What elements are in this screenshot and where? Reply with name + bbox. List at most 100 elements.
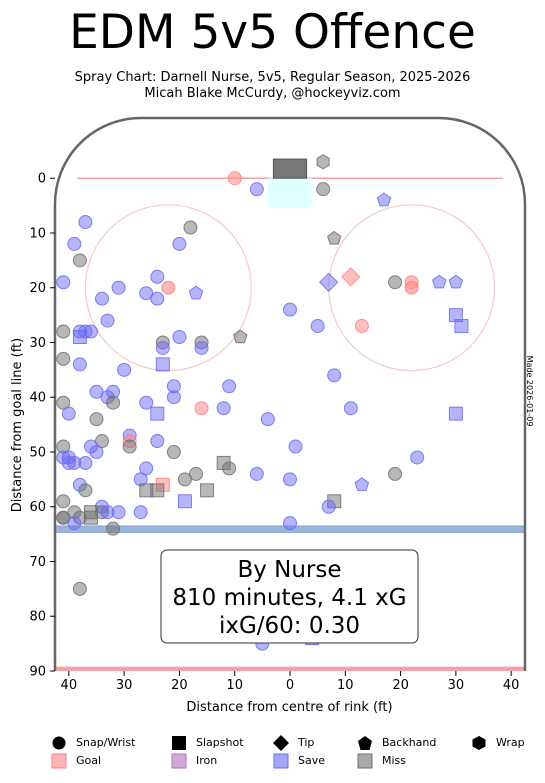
shot-marker: [177, 494, 192, 509]
legend-iron-swatch: [171, 753, 187, 769]
shot-marker: [341, 267, 361, 287]
shot-marker: [139, 286, 154, 301]
x-tick-label: 30: [116, 678, 133, 693]
y-tick-label: 60: [29, 500, 46, 515]
shot-marker: [233, 329, 248, 344]
y-tick-label: 80: [29, 610, 46, 625]
summary-line-3: ixG/60: 0.30: [219, 613, 360, 639]
shot-marker: [89, 444, 104, 459]
legend-hexagon-icon: [472, 736, 486, 750]
shot-marker: [106, 521, 121, 536]
legend-square-icon: [172, 736, 186, 750]
x-tick-label: 40: [503, 678, 520, 693]
shot-marker: [56, 494, 71, 509]
y-tick-label: 30: [29, 336, 46, 351]
legend-circle-icon: [52, 736, 66, 750]
x-axis-label: Distance from centre of rink (ft): [186, 700, 392, 715]
legend-item-goal: Goal: [50, 753, 101, 769]
y-tick-label: 20: [29, 281, 46, 296]
shot-marker: [106, 395, 121, 410]
legend-item-snap-wrist: Snap/Wrist: [50, 735, 135, 751]
shot-marker: [78, 455, 93, 470]
shot-marker: [72, 357, 87, 372]
shot-marker: [388, 275, 403, 290]
shot-marker: [166, 390, 181, 405]
shot-marker: [354, 477, 370, 491]
shot-marker: [95, 291, 109, 306]
goal-net: [272, 158, 308, 179]
x-tick-label: 40: [61, 678, 78, 693]
y-tick-label: 70: [29, 555, 46, 570]
y-tick-label: 10: [29, 226, 46, 241]
shot-marker: [111, 280, 126, 295]
shot-marker: [72, 330, 87, 345]
shot-marker: [56, 275, 71, 290]
legend-item-miss: Miss: [356, 753, 406, 769]
y-tick-label: 90: [29, 665, 46, 680]
summary-line-1: By Nurse: [237, 557, 341, 583]
x-tick-label: 0: [286, 678, 294, 693]
made-date-note: Made 2026-01-09: [525, 356, 534, 427]
shot-marker: [177, 472, 192, 487]
shot-marker: [95, 434, 109, 449]
shot-marker: [155, 357, 170, 372]
chart-subtitle: Spray Chart: Darnell Nurse, 5v5, Regular…: [74, 70, 471, 85]
shot-marker: [150, 434, 165, 449]
shot-marker: [454, 319, 469, 334]
shot-marker: [388, 466, 403, 481]
legend-label: Backhand: [382, 736, 437, 749]
legend-item-backhand: Backhand: [356, 735, 436, 751]
legend-label: Wrap: [496, 736, 525, 749]
shot-marker: [100, 313, 115, 328]
shot-marker: [227, 171, 242, 186]
chart-credit: Micah Blake McCurdy, @hockeyviz.com: [144, 86, 401, 101]
shot-marker: [327, 368, 342, 383]
axes: 40 30 20 10 0 10 20 30 40 0 10 20 30 40 50 60 70 80 90: [29, 172, 519, 693]
shot-marker: [72, 581, 87, 596]
shot-marker: [283, 472, 297, 487]
legend-pentagon-icon: [358, 736, 372, 750]
shot-marker: [316, 182, 331, 197]
shot-marker: [448, 406, 463, 421]
shot-marker: [260, 412, 275, 427]
page-title: EDM 5v5 Offence: [69, 5, 476, 60]
legend-label: Slapshot: [196, 736, 244, 749]
x-tick-label: 20: [392, 678, 409, 693]
shot-marker: [318, 272, 339, 293]
goal-crease: [267, 178, 313, 209]
shot-marker: [89, 384, 104, 399]
legend-label: Iron: [196, 754, 218, 767]
shot-marker: [343, 401, 358, 416]
shot-marker: [56, 395, 71, 410]
shot-marker: [354, 319, 369, 334]
shot-marker: [249, 466, 264, 481]
x-tick-label: 30: [448, 678, 465, 693]
shot-marker: [283, 302, 297, 317]
legend-save-swatch: [273, 753, 289, 769]
shot-marker: [194, 340, 209, 355]
shot-marker: [139, 461, 154, 476]
y-tick-label: 50: [29, 445, 46, 460]
shot-marker: [189, 466, 203, 481]
shot-marker: [288, 439, 303, 454]
y-tick-label: 40: [29, 391, 46, 406]
shot-marker: [150, 291, 165, 306]
legend-label: Save: [298, 754, 326, 767]
legend-label: Goal: [76, 754, 102, 767]
legend-goal-swatch: [51, 753, 67, 769]
shot-marker: [216, 401, 231, 416]
shot-marker: [200, 483, 215, 498]
shot-marker: [166, 444, 181, 459]
shot-marker: [448, 274, 464, 289]
shot-marker: [410, 450, 425, 465]
legend-label: Miss: [382, 754, 407, 767]
shot-marker: [155, 340, 170, 355]
shot-marker: [283, 516, 297, 531]
summary-line-2: 810 minutes, 4.1 xG: [172, 585, 406, 611]
shot-marker: [222, 379, 237, 394]
centre-red-line: [56, 666, 524, 671]
shot-marker: [56, 510, 71, 525]
shot-marker: [172, 236, 187, 251]
legend-item-save: Save: [272, 753, 325, 769]
shot-marker: [376, 192, 392, 207]
